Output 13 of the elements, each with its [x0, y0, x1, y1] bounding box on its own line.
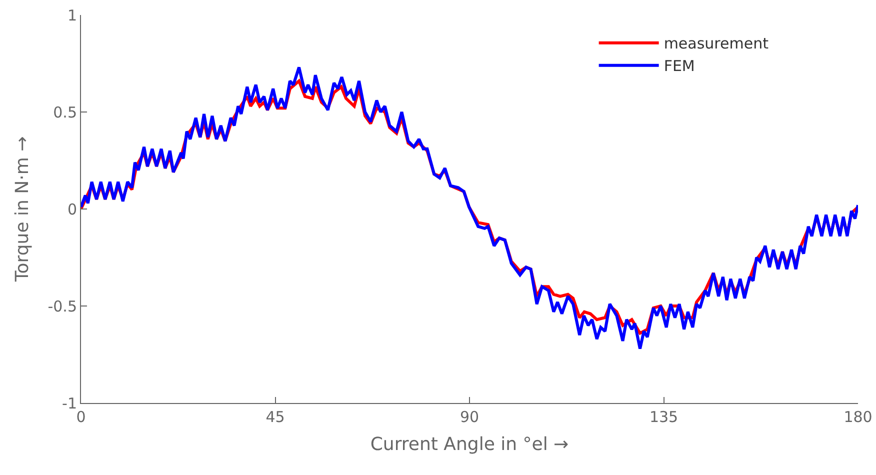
y-tick-label: -1: [62, 394, 77, 412]
y-tick-label: 0.5: [53, 103, 77, 122]
x-tick-label: 135: [649, 408, 678, 426]
x-tick-label: 90: [460, 408, 480, 426]
y-tick-label: -0.5: [48, 297, 77, 316]
y-tick-label: 0: [67, 200, 77, 218]
y-axis-title: Torque in N·m →: [12, 136, 33, 283]
y-tick-label: 1: [67, 6, 77, 24]
legend-label: measurement: [664, 34, 769, 53]
x-tick-label: 45: [266, 408, 285, 426]
x-axis-title: Current Angle in °el →: [370, 434, 569, 456]
legend-label: FEM: [664, 57, 695, 76]
x-tick-label: 180: [844, 408, 872, 426]
